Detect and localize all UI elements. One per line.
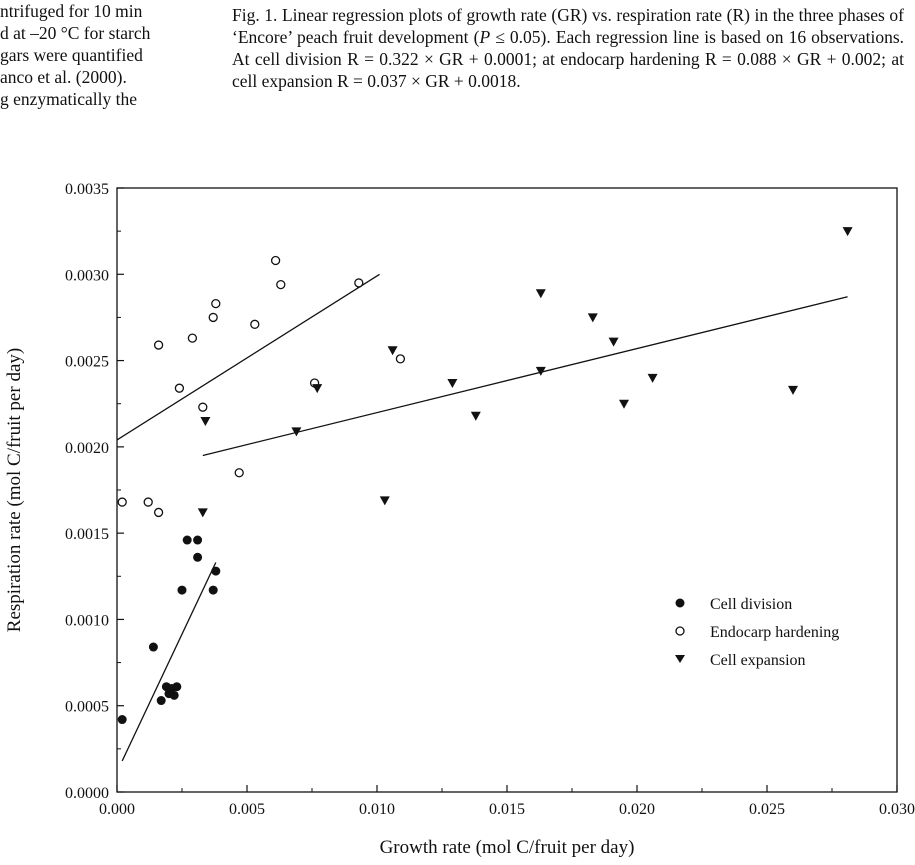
point-cell-division	[156, 696, 166, 706]
regression-line-endocarp-hardening	[116, 273, 380, 441]
point-endocarp-hardening	[153, 507, 164, 518]
point-cell-expansion	[291, 427, 302, 437]
body-text-line: anco et al. (2000).	[0, 67, 127, 87]
y-axis-label: Respiration rate (mol C/fruit per day)	[4, 348, 25, 632]
point-cell-expansion	[197, 508, 208, 518]
body-text-line: d at –20 °C for starch	[0, 23, 151, 43]
legend-marker-endocarp-hardening	[675, 626, 685, 636]
point-cell-expansion	[470, 411, 481, 421]
point-cell-division	[117, 715, 127, 725]
body-text-line: ntrifuged for 10 min	[0, 1, 143, 21]
legend-label-cell-division: Cell division	[710, 596, 792, 613]
legend-label-endocarp-hardening: Endocarp hardening	[710, 624, 839, 641]
figure-caption: Fig. 1. Linear regression plots of growt…	[232, 4, 904, 92]
point-endocarp-hardening	[276, 279, 286, 290]
point-cell-expansion	[842, 227, 853, 237]
x-tick-label: 0.025	[749, 801, 785, 818]
point-endocarp-hardening	[211, 298, 221, 309]
x-tick-label: 0.020	[619, 801, 655, 818]
point-cell-expansion	[535, 366, 546, 376]
point-cell-expansion	[535, 289, 546, 299]
point-cell-division	[177, 585, 187, 595]
y-tick-label: 0.0025	[65, 354, 109, 371]
point-endocarp-hardening	[354, 278, 364, 288]
plot-frame	[116, 187, 898, 793]
x-tick-label: 0.010	[359, 801, 395, 818]
legend: Cell division Endocarp hardening Cell ex…	[675, 596, 839, 669]
point-endocarp-hardening	[153, 340, 164, 350]
y-tick-label: 0.0000	[65, 785, 109, 802]
y-tick-label: 0.0035	[65, 181, 109, 198]
point-endocarp-hardening	[187, 333, 198, 343]
body-text-fragment: ntrifuged for 10 min d at –20 °C for sta…	[0, 0, 205, 110]
point-endocarp-hardening	[270, 255, 281, 266]
point-cell-expansion	[619, 399, 629, 409]
x-tick-label: 0.015	[489, 801, 525, 818]
point-endocarp-hardening	[143, 497, 153, 507]
point-cell-expansion	[587, 313, 598, 323]
point-cell-expansion	[200, 416, 211, 426]
regression-line-cell-expansion	[202, 296, 848, 457]
point-cell-division	[148, 642, 158, 652]
point-cell-expansion	[608, 337, 619, 347]
point-cell-expansion	[647, 373, 658, 383]
legend-label-cell-expansion: Cell expansion	[710, 652, 806, 669]
y-tick-label: 0.0005	[65, 699, 109, 716]
point-cell-division	[172, 682, 182, 692]
point-cell-expansion	[387, 346, 398, 356]
point-endocarp-hardening	[395, 354, 406, 364]
legend-marker-cell-division	[675, 598, 685, 608]
point-cell-division	[211, 566, 221, 576]
y-tick-label: 0.0030	[65, 267, 109, 284]
point-endocarp-hardening	[234, 468, 244, 478]
x-tick-label: 0.005	[229, 801, 265, 818]
point-cell-expansion	[788, 385, 798, 395]
regression-lines	[116, 273, 848, 762]
body-text-line: g enzymatically the	[0, 89, 138, 109]
x-tick-label: 0.000	[99, 801, 135, 818]
point-cell-division	[193, 552, 203, 562]
point-endocarp-hardening	[198, 402, 208, 412]
caption-text: Fig. 1. Linear regression plots of growt…	[232, 5, 904, 47]
axis-ticks: 0.000 0.005 0.010 0.015 0.020 0.025 0.030 0.000…	[65, 181, 915, 818]
y-tick-label: 0.0010	[65, 612, 109, 629]
y-tick-label: 0.0015	[65, 526, 109, 543]
point-cell-expansion	[379, 496, 390, 506]
regression-line-cell-division	[121, 562, 217, 762]
caption-p-symbol: P	[479, 27, 491, 47]
point-cell-division	[193, 535, 203, 545]
point-endocarp-hardening	[117, 497, 127, 507]
x-axis-label: Growth rate (mol C/fruit per day)	[380, 837, 635, 858]
point-cell-expansion	[447, 379, 458, 389]
data-points	[117, 227, 853, 725]
point-endocarp-hardening	[208, 312, 218, 323]
legend-marker-cell-expansion	[675, 655, 685, 663]
point-endocarp-hardening	[250, 319, 260, 329]
point-cell-expansion	[312, 384, 323, 394]
x-tick-label: 0.030	[879, 801, 915, 818]
point-cell-division	[208, 585, 218, 595]
body-text-line: gars were quantified	[0, 45, 143, 65]
point-cell-division	[182, 535, 192, 545]
y-tick-label: 0.0020	[65, 440, 109, 457]
point-endocarp-hardening	[174, 383, 185, 393]
caption-text-rest: ≤ 0.05). Each regression line is based o…	[232, 27, 904, 91]
point-cell-division	[169, 690, 179, 700]
